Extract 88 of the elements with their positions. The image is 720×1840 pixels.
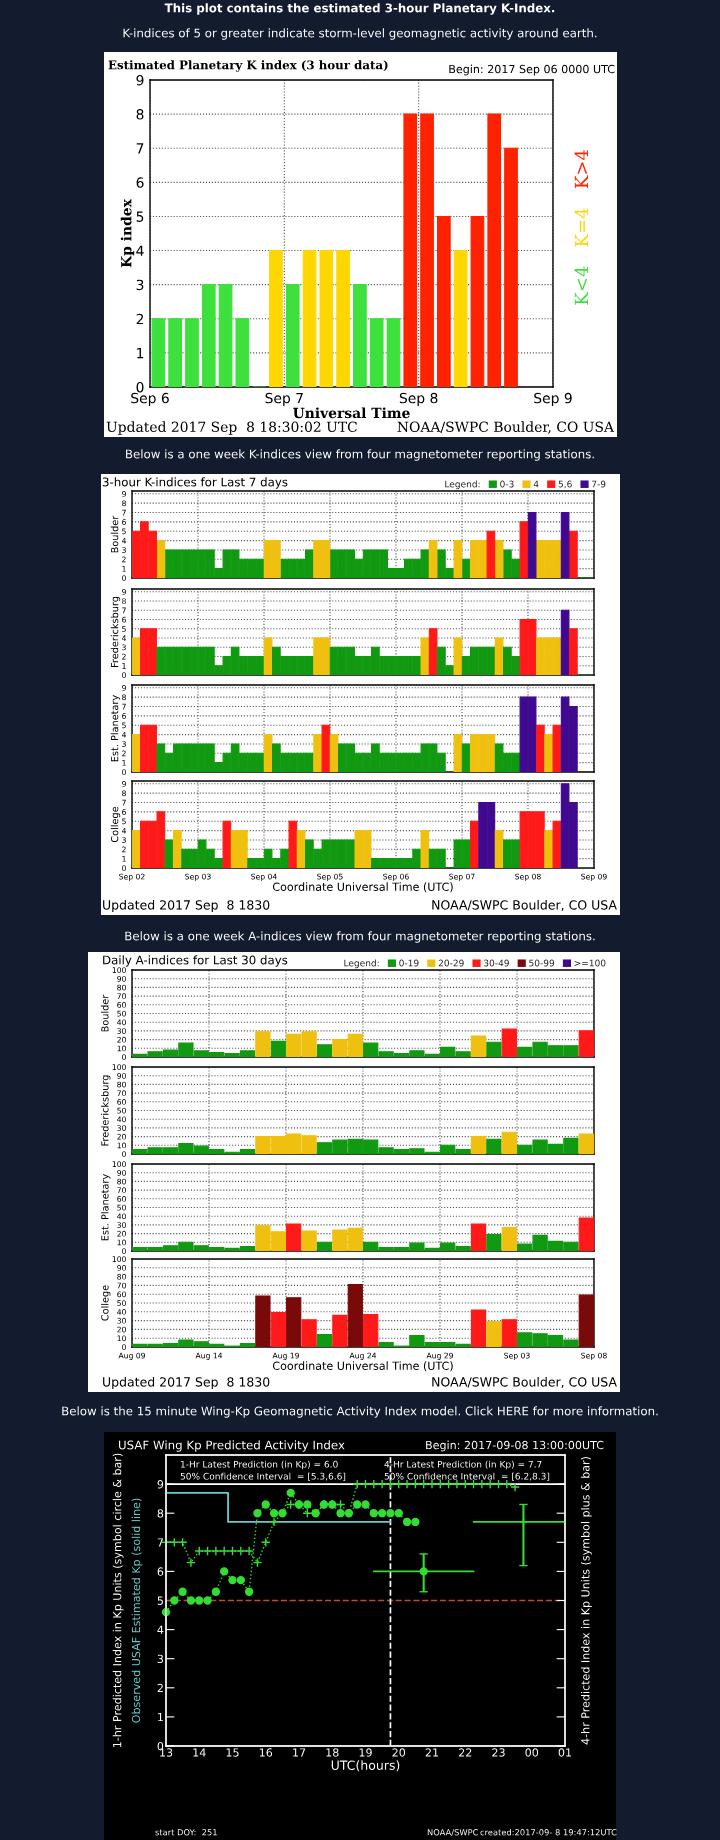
- text: Below is a one week A-indices view from four magnetometer reporting stations.: [125, 931, 595, 943]
- text: NOAA/SWPC Boulder, CO USA: [432, 1376, 617, 1388]
- legend-label: 30-49: [484, 959, 509, 967]
- y-tick-label: 9: [157, 1480, 164, 1489]
- legend-label: 7-9: [592, 480, 606, 488]
- y-tick-label: 9: [136, 74, 144, 86]
- y-tick-label: 2: [157, 1683, 163, 1693]
- x-tick-label: 23: [492, 1748, 505, 1757]
- legend-label: >=100: [574, 959, 606, 967]
- x-tick-label: 22: [458, 1748, 472, 1757]
- x-tick-label: Sep 6: [131, 392, 169, 406]
- y-tick-label: 1: [158, 1713, 163, 1722]
- x-tick-label: Sep 7: [265, 392, 303, 406]
- text: Below is the 15 minute Wing-Kp Geomagnetic Activity Index model. Click HERE for more information.: [62, 1406, 658, 1418]
- text: K=4: [574, 208, 588, 247]
- y-axis-title: College: [110, 806, 121, 843]
- text: Updated 2017 Sep 8 18:30:02 UTC: [106, 421, 357, 435]
- y-axis-title: Boulder: [110, 515, 119, 553]
- y-tick-label: 7: [136, 143, 144, 154]
- y-axis-title: Kp index: [120, 199, 135, 268]
- legend-title: Legend:: [445, 480, 480, 490]
- y-tick-label: 7: [157, 1538, 163, 1547]
- y-tick-label: 1: [137, 348, 144, 359]
- y-axis-title: Est. Planetary: [110, 695, 121, 762]
- text: start DOY: 251: [155, 1829, 217, 1836]
- y-tick-label: 3: [136, 279, 144, 291]
- x-axis-title: Coordinate Universal Time (UTC): [272, 882, 453, 893]
- x-tick-label: 00: [525, 1748, 539, 1757]
- legend-label: 20-29: [438, 959, 464, 967]
- legend-title: Legend:: [344, 959, 379, 969]
- x-tick-label: Sep 8: [399, 392, 438, 406]
- y2-axis-title: 4-hr Predicted Index in Kp Units (symbol plus & bar): [580, 1456, 592, 1745]
- y-tick-label: 8: [136, 109, 144, 120]
- text: Updated 2017 Sep 8 1830: [103, 899, 270, 913]
- text: created:2017-09- 8 19:47:12UTC: [480, 1828, 617, 1836]
- legend-label: 50-99: [529, 959, 555, 967]
- annotation: 1-Hr Latest Prediction (in Kp) = 6.0: [180, 1460, 338, 1470]
- x-tick-label: 15: [226, 1748, 239, 1757]
- text: NOAA/SWPC Boulder, CO USA: [397, 421, 615, 434]
- y-tick-label: 2: [136, 313, 144, 325]
- legend-label: 0-3: [500, 480, 514, 488]
- x-tick-label: 01: [558, 1748, 572, 1757]
- y-axis-title: College: [101, 1285, 111, 1321]
- y-axis-title: 1-hr Predicted Index in Kp Units (symbol circle & bar): [112, 1453, 124, 1748]
- chart-title: USAF Wing Kp Predicted Activity Index: [119, 1440, 345, 1452]
- legend-label: 5,6: [558, 480, 572, 489]
- legend-label: 4: [533, 480, 539, 488]
- chart-title: Daily A-indices for Last 30 days: [103, 955, 288, 967]
- y-tick-label: 4: [136, 245, 144, 256]
- y-tick-label: 6: [157, 1567, 164, 1576]
- chart-subtitle: Begin: 2017 Sep 06 0000 UTC: [449, 64, 615, 76]
- chart-subtitle: Begin: 2017-09-08 13:00:00UTC: [426, 1440, 604, 1452]
- x-axis-title: UTC(hours): [331, 1760, 400, 1772]
- x-tick-label: Sep 9: [534, 392, 572, 406]
- y-axis-title: Fredericksburg: [101, 1075, 111, 1146]
- y-tick-label: 6: [136, 177, 144, 188]
- text: K-indices of 5 or greater indicate storm-level geomagnetic activity around earth.: [123, 28, 597, 40]
- x-tick-label: 16: [259, 1748, 273, 1757]
- x-tick-label: 21: [425, 1748, 439, 1757]
- x-tick-label: 17: [293, 1748, 306, 1757]
- y-axis-title: Boulder: [101, 994, 109, 1032]
- chart-title: Estimated Planetary K index (3 hour data): [108, 60, 388, 72]
- y-tick-label: 4: [157, 1625, 164, 1634]
- y-tick-label: 0: [136, 381, 144, 393]
- text: Below is a one week K-indices view from four magnetometer reporting stations.: [126, 449, 594, 461]
- legend-label: 0-19: [399, 959, 419, 967]
- y-tick-label: 8: [157, 1509, 164, 1518]
- y-tick-label: 3: [157, 1654, 164, 1664]
- text: NOAA/SWPC Boulder, CO USA: [432, 899, 617, 911]
- y-axis-title: Fredericksburg: [110, 596, 121, 667]
- text: K>4: [574, 149, 588, 189]
- x-tick-label: 14: [193, 1748, 206, 1757]
- y-axis-title: Est. Planetary: [101, 1174, 111, 1241]
- text: Observed USAF Estimated Kp (solid line): [131, 1498, 143, 1723]
- text: K<4: [574, 266, 588, 305]
- x-tick-label: 19: [359, 1748, 372, 1757]
- x-tick-label: 18: [326, 1748, 339, 1757]
- x-axis-title: Universal Time: [293, 407, 410, 419]
- y-tick-label: 5: [157, 1596, 163, 1605]
- chart-title: 3-hour K-indices for Last 7 days: [102, 477, 288, 489]
- text: Updated 2017 Sep 8 1830: [103, 1376, 270, 1390]
- annotation: 4-Hr Latest Prediction (in Kp) = 7.7: [384, 1460, 542, 1470]
- text: NOAA/SWPC: [427, 1829, 479, 1837]
- x-tick-label: 20: [392, 1748, 406, 1757]
- annotation: 50% Confidence Interval = [5.3,6.6]: [180, 1472, 346, 1481]
- y-tick-label: 5: [136, 211, 144, 222]
- x-axis-title: Coordinate Universal Time (UTC): [272, 1361, 453, 1372]
- text: This plot contains the estimated 3-hour Planetary K-Index.: [164, 3, 555, 15]
